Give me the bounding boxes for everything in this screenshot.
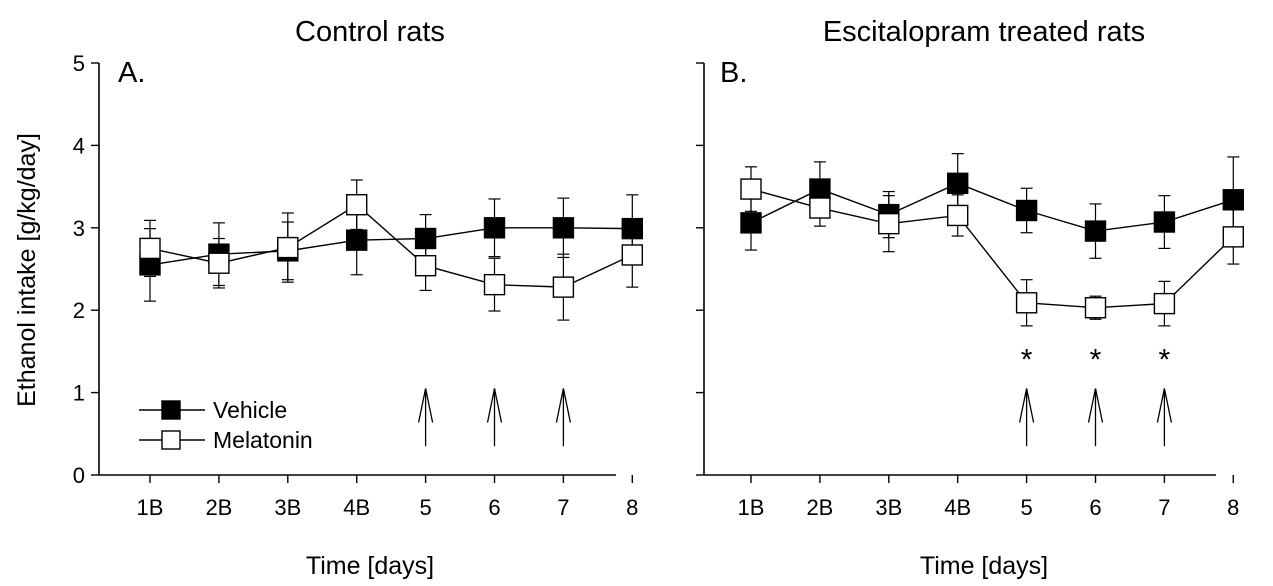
x-tick-label: 5 <box>419 495 431 520</box>
x-tick-label: 4B <box>944 495 971 520</box>
x-tick-label: 2B <box>806 495 833 520</box>
melatonin-point <box>552 276 575 298</box>
vehicle-point <box>346 229 368 251</box>
vehicle-point <box>947 172 969 195</box>
melatonin-point <box>878 212 900 235</box>
vehicle-point <box>1222 189 1245 211</box>
panel-label: B. <box>720 57 747 89</box>
x-tick-label: 5 <box>1020 495 1032 520</box>
treatment-arrow-head <box>1156 388 1173 423</box>
x-tick-label: 8 <box>1227 495 1239 520</box>
legend-vehicle-marker <box>161 400 181 420</box>
x-tick-label: 1B <box>738 495 765 520</box>
y-axis-label: Ethanol intake [g/kg/day] <box>13 133 41 407</box>
x-tick-label: 7 <box>557 495 569 520</box>
x-tick-label: 7 <box>1158 495 1170 520</box>
melatonin-point <box>1222 226 1245 248</box>
melatonin-point <box>947 204 969 227</box>
melatonin-point <box>1153 292 1176 315</box>
vehicle-series-line <box>750 182 1234 232</box>
vehicle-point <box>740 212 762 234</box>
melatonin-point <box>1084 297 1107 319</box>
legend: Vehicle Melatonin <box>139 397 313 453</box>
vehicle-point <box>1015 199 1038 222</box>
melatonin-point <box>483 273 506 296</box>
melatonin-point <box>208 252 230 274</box>
y-tick-label: 4 <box>73 133 85 158</box>
x-tick-label: 3B <box>274 495 301 520</box>
panel-title: Escitalopram treated rats <box>823 16 1145 48</box>
panel-control-rats: Control rats A. Time [days] 0 1 2 3 4 5 1B 2B 3B… <box>73 16 643 580</box>
y-tick-label: 1 <box>73 381 85 406</box>
x-tick-label: 8 <box>626 495 638 520</box>
melatonin-point <box>809 197 831 219</box>
melatonin-point <box>1015 292 1038 314</box>
y-tick-label: 3 <box>73 216 85 241</box>
melatonin-series-line <box>149 203 633 288</box>
significance-mark: * <box>1159 344 1171 377</box>
panel-escitalopram-treated-rats: Escitalopram treated rats B. Time [days]… <box>696 16 1245 580</box>
significance-mark: * <box>1090 344 1102 377</box>
legend-vehicle-label: Vehicle <box>213 397 287 423</box>
treatment-arrow-head <box>486 388 503 423</box>
x-axis-label: Time [days] <box>920 552 1048 580</box>
melatonin-point <box>277 236 299 259</box>
y-tick-label: 5 <box>73 51 85 76</box>
treatment-arrow-head <box>1018 388 1035 423</box>
x-tick-label: 6 <box>1089 495 1101 520</box>
melatonin-series-line <box>750 188 1234 309</box>
legend-melatonin-label: Melatonin <box>213 427 313 453</box>
treatment-arrow-head <box>555 388 572 423</box>
panel-label: A. <box>118 57 145 89</box>
vehicle-point <box>1153 211 1176 233</box>
vehicle-series-line <box>149 227 633 266</box>
vehicle-point <box>483 217 506 239</box>
melatonin-point <box>740 178 762 200</box>
treatment-arrow-head <box>1087 388 1104 423</box>
x-axis-label: Time [days] <box>306 552 434 580</box>
treatment-arrow-head <box>417 388 434 423</box>
melatonin-point <box>414 255 437 277</box>
x-tick-label: 1B <box>137 495 164 520</box>
vehicle-point <box>552 217 575 239</box>
x-tick-label: 3B <box>875 495 902 520</box>
vehicle-point <box>1084 220 1107 242</box>
legend-melatonin-marker <box>161 430 181 450</box>
melatonin-point <box>139 237 161 260</box>
x-tick-label: 6 <box>488 495 500 520</box>
significance-mark: * <box>1021 344 1033 377</box>
y-tick-label: 2 <box>73 298 85 323</box>
melatonin-point <box>346 194 368 216</box>
x-tick-label: 4B <box>343 495 370 520</box>
melatonin-point <box>621 244 643 266</box>
panel-title: Control rats <box>295 16 445 48</box>
x-tick-label: 2B <box>205 495 232 520</box>
y-tick-label: 0 <box>73 463 85 488</box>
